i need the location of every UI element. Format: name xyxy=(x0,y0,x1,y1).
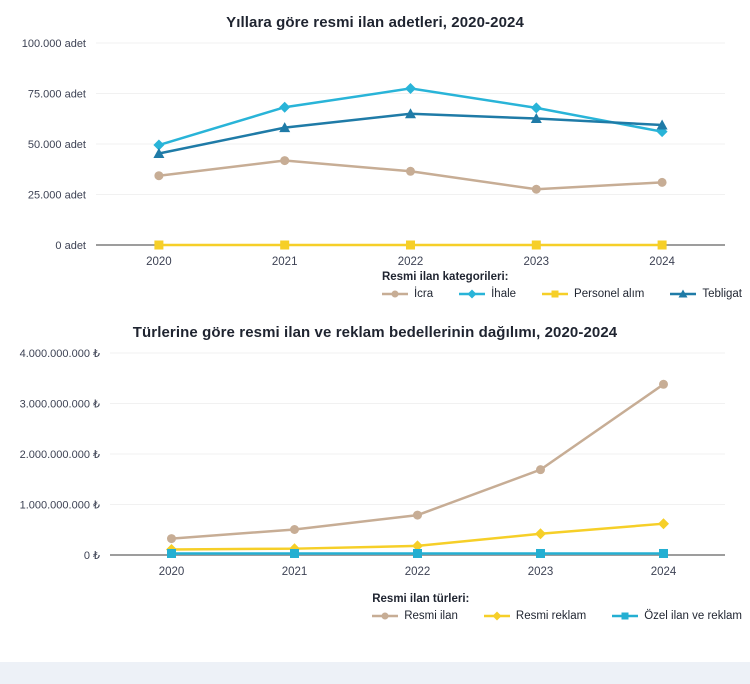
legend-item[interactable]: Tebligat xyxy=(670,288,742,300)
x-tick-label: 2023 xyxy=(528,566,554,578)
diamond-marker-icon xyxy=(483,611,510,621)
data-point[interactable] xyxy=(167,534,176,544)
y-tick-label: 100.000 adet xyxy=(22,38,86,50)
x-tick-label: 2021 xyxy=(282,566,308,578)
chart-1-title: Yıllara göre resmi ilan adetleri, 2020-2… xyxy=(226,14,524,31)
x-tick-label: 2024 xyxy=(651,566,677,578)
legend-item-label: Personel alım xyxy=(574,288,645,300)
data-point[interactable] xyxy=(290,524,299,534)
data-point[interactable] xyxy=(406,166,415,176)
legend-marker-shape xyxy=(551,290,559,298)
x-tick-label: 2022 xyxy=(405,566,431,578)
chart-1-section: Yıllara göre resmi ilan adetleri, 2020-2… xyxy=(0,0,750,300)
chart-1-legend: Resmi ilan kategorileri: İcra İhale Person… xyxy=(381,271,742,300)
x-tick-label: 2020 xyxy=(159,566,185,578)
data-point[interactable] xyxy=(659,548,668,558)
legend-item-label: Resmi reklam xyxy=(515,610,587,622)
y-tick-label: 75.000 adet xyxy=(28,89,86,101)
legend-item[interactable]: Personel alım xyxy=(542,288,644,300)
data-point[interactable] xyxy=(412,540,423,552)
data-point[interactable] xyxy=(290,548,299,558)
data-point[interactable] xyxy=(279,122,291,133)
legend-marker-shape xyxy=(492,611,502,621)
chart-2-section: Türlerine göre resmi ilan ve reklam bede… xyxy=(0,300,750,622)
y-tick-label: 4.000.000.000 ₺ xyxy=(20,348,100,360)
legend-item[interactable]: Resmi reklam xyxy=(483,610,587,622)
legend-marker-shape xyxy=(467,289,477,299)
data-point[interactable] xyxy=(406,240,415,250)
series-line xyxy=(158,112,663,155)
x-tick-label: 2020 xyxy=(146,256,172,268)
y-tick-label: 2.000.000.000 ₺ xyxy=(20,449,100,461)
data-point[interactable] xyxy=(280,240,290,250)
data-point[interactable] xyxy=(658,518,669,530)
legend-marker-shape xyxy=(381,612,389,620)
legend-marker-shape xyxy=(678,289,688,298)
data-point[interactable] xyxy=(535,528,546,540)
y-tick-label: 3.000.000.000 ₺ xyxy=(20,399,100,411)
square-marker-icon xyxy=(542,290,569,298)
data-point[interactable] xyxy=(154,240,164,250)
data-point[interactable] xyxy=(405,82,416,94)
diamond-marker-icon xyxy=(459,289,486,299)
data-point[interactable] xyxy=(659,379,668,389)
chart-2-legend-items: Resmi ilan Resmi reklam Özel ilan ve rekla… xyxy=(372,610,742,622)
data-point[interactable] xyxy=(280,156,290,166)
legend-marker-shape xyxy=(391,290,399,298)
chart-1-legend-items: İcra İhale Personel alım Tebligat xyxy=(381,288,742,300)
legend-item-label: Resmi ilan xyxy=(404,610,458,622)
data-point[interactable] xyxy=(167,548,176,558)
legend-item[interactable]: Özel ilan ve reklam xyxy=(612,610,742,622)
data-point[interactable] xyxy=(279,101,291,113)
y-tick-label: 0 adet xyxy=(55,240,86,252)
chart-2-legend-title: Resmi ilan türleri: xyxy=(372,593,470,605)
legend-item[interactable]: İhale xyxy=(459,288,516,300)
chart-1-legend-title: Resmi ilan kategorileri: xyxy=(381,271,509,283)
data-point[interactable] xyxy=(657,240,667,250)
data-point[interactable] xyxy=(530,102,542,114)
footer-band xyxy=(0,662,750,684)
circle-marker-icon xyxy=(372,612,399,620)
y-tick-label: 1.000.000.000 ₺ xyxy=(20,500,100,512)
data-point[interactable] xyxy=(413,510,422,520)
data-point[interactable] xyxy=(657,177,667,187)
legend-item[interactable]: İcra xyxy=(381,288,434,300)
y-tick-label: 0 ₺ xyxy=(84,550,100,562)
x-tick-label: 2024 xyxy=(649,256,675,268)
data-point[interactable] xyxy=(531,184,541,194)
data-point[interactable] xyxy=(153,139,165,151)
square-marker-icon xyxy=(612,612,639,620)
chart-2-title: Türlerine göre resmi ilan ve reklam bede… xyxy=(132,324,618,341)
data-point[interactable] xyxy=(154,171,164,181)
data-point[interactable] xyxy=(530,113,542,124)
data-point[interactable] xyxy=(153,147,165,158)
x-tick-label: 2022 xyxy=(398,256,424,268)
data-point[interactable] xyxy=(536,465,545,475)
legend-item-label: İhale xyxy=(491,288,517,300)
legend-item-label: Tebligat xyxy=(702,288,742,300)
y-tick-label: 50.000 adet xyxy=(28,139,86,151)
data-point[interactable] xyxy=(656,119,668,130)
data-point[interactable] xyxy=(405,108,416,119)
data-point[interactable] xyxy=(536,548,545,558)
legend-item[interactable]: Resmi ilan xyxy=(372,610,458,622)
chart-1-plot-area: 100.000 adet 75.000 adet 50.000 adet 25.000… xyxy=(22,38,725,268)
legend-item-label: İcra xyxy=(413,288,434,300)
circle-marker-icon xyxy=(381,290,408,298)
chart-2-plot-area: 4.000.000.000 ₺ 3.000.000.000 ₺ 2.000.000.… xyxy=(20,348,725,578)
legend-item-label: Özel ilan ve reklam xyxy=(644,610,742,622)
chart-2-legend: Resmi ilan türleri: Resmi ilan Resmi rekl… xyxy=(372,593,742,622)
data-point[interactable] xyxy=(531,240,541,250)
x-tick-label: 2021 xyxy=(272,256,298,268)
y-tick-label: 25.000 adet xyxy=(28,190,86,202)
triangle-marker-icon xyxy=(670,289,697,298)
legend-marker-shape xyxy=(621,612,629,620)
x-tick-label: 2023 xyxy=(524,256,550,268)
data-point[interactable] xyxy=(413,548,422,558)
